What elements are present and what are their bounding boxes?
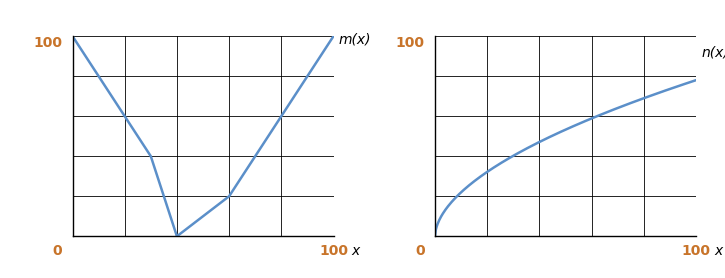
Text: 100: 100 (682, 244, 710, 258)
Text: 0: 0 (52, 244, 62, 258)
Text: x: x (714, 244, 723, 258)
Text: 100: 100 (319, 244, 348, 258)
Text: 100: 100 (33, 36, 62, 50)
Text: 100: 100 (396, 36, 425, 50)
Text: n(x): n(x) (701, 45, 725, 59)
Text: m(x): m(x) (339, 32, 371, 46)
Text: 0: 0 (415, 244, 425, 258)
Text: x: x (352, 244, 360, 258)
